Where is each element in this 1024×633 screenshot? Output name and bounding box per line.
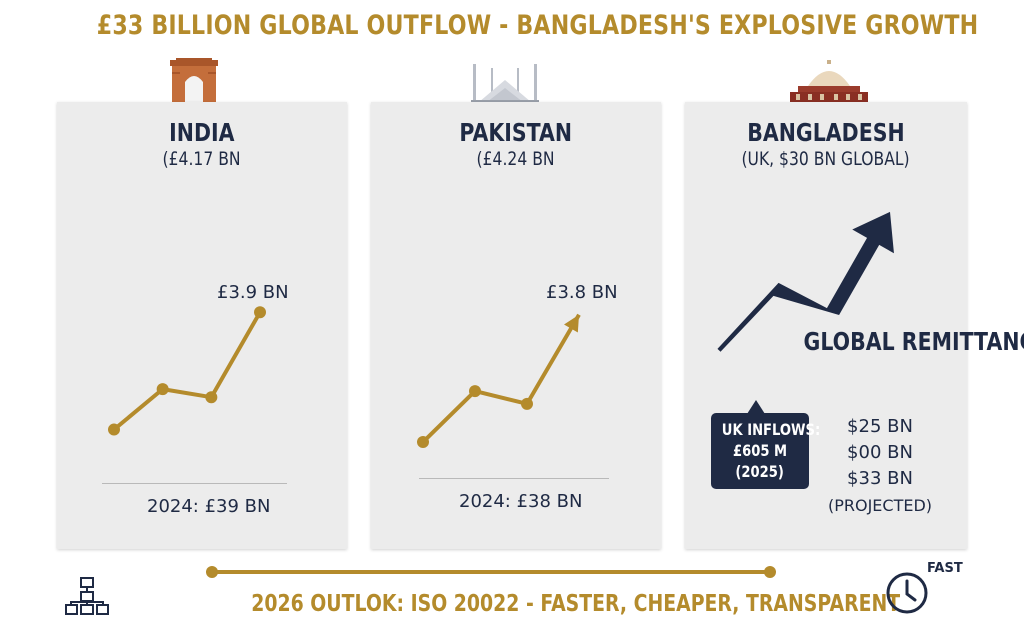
uk-inflows-callout-tail [747,400,765,414]
uk-inflows-line-1: UK INFLOWS: [721,420,821,439]
global-remittances-label: GLOBAL REMITTANCES [803,327,1024,356]
parliament-dome-icon [790,60,868,102]
india-title: INDIA [169,118,235,147]
bangladesh-amount-2: $00 BN [847,442,913,463]
bangladesh-title: BANGLADESH [747,118,905,147]
bangladesh-amount-1: $25 BN [847,416,913,437]
outlook-timeline [212,570,770,574]
data-point [156,383,169,396]
timeline-start-dot [206,566,218,578]
india-footer: 2024: £39 BN [147,496,271,517]
bangladesh-growth-chart [717,211,894,352]
pakistan-subtitle: (£4.24 BN [477,148,555,170]
pakistan-title: PAKISTAN [459,118,573,147]
uk-inflows-callout: UK INFLOWS: £605 M (2025) [711,413,821,489]
bangladesh-growth-arrow [717,211,894,352]
uk-inflows-line-3: (2025) [735,462,785,481]
india-panel: INDIA (£4.17 BN £3.9 BN 2024: £39 BN [57,102,347,549]
clock-icon [886,572,928,614]
bangladesh-panel: BANGLADESH (UK, $30 BN GLOBAL) GLOBAL RE… [685,102,1024,549]
india-line-chart [108,306,266,436]
pakistan-footer: 2024: £38 BN [459,491,583,512]
pakistan-series-line [421,313,581,444]
data-point [254,306,266,319]
india-subtitle: (£4.17 BN [163,148,241,170]
data-point [205,391,218,404]
pakistan-arrowhead [564,314,579,333]
bangladesh-subtitle: (UK, $30 BN GLOBAL) [741,148,911,170]
uk-inflows-line-2: £605 M [732,441,788,460]
pakistan-end-label: £3.8 BN [546,282,618,303]
pakistan-line-chart [417,313,581,449]
fast-label: FAST [927,561,963,576]
data-point [417,436,429,449]
data-point [108,423,120,436]
outlook-text: 2026 OUTLOK: ISO 20022 - FASTER, CHEAPER… [251,591,901,617]
india-end-label: £3.9 BN [217,282,289,303]
india-series-line [112,311,262,432]
india-gate-icon [170,58,218,102]
bangladesh-amount-3: $33 BN [847,468,913,489]
timeline-end-dot [764,566,776,578]
pakistan-panel: PAKISTAN (£4.24 BN £3.8 BN 2024: £38 BN [371,102,661,549]
mosque-icon [471,64,539,102]
india-baseline [102,483,287,484]
data-point [521,397,533,410]
bangladesh-projected-label: (PROJECTED) [827,496,933,515]
headline: £33 BILLION GLOBAL OUTFLOW - BANGLADESH'… [96,10,979,41]
pakistan-baseline [419,478,609,479]
network-icon [65,577,109,615]
data-point [469,385,481,398]
